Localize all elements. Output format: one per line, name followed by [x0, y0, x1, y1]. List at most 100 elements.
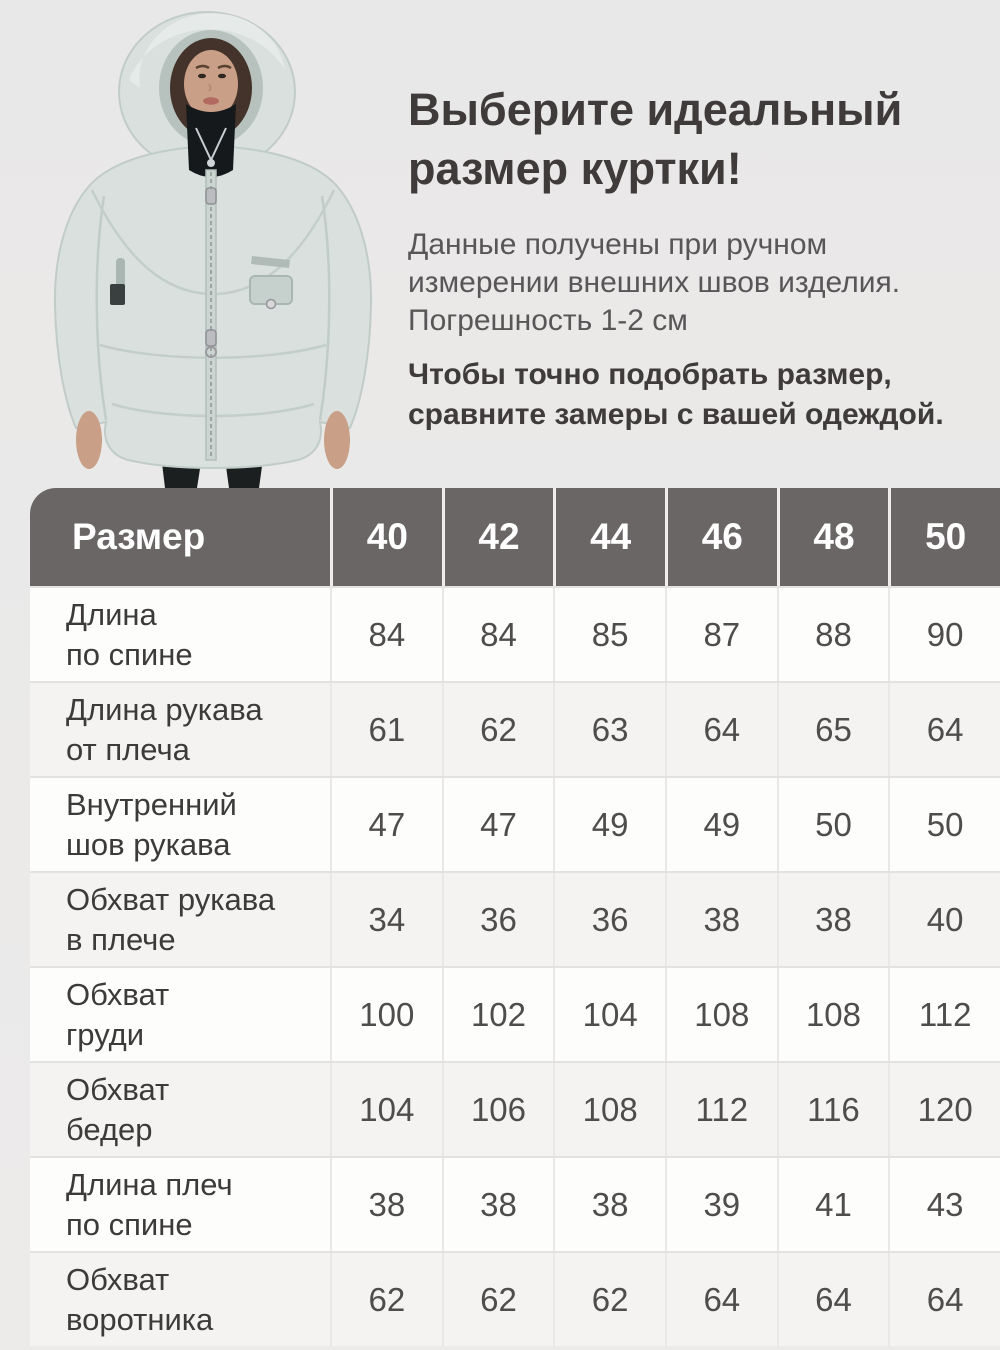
necklace-pendant: [207, 159, 215, 167]
table-row-sleeve-girth: Обхват рукава в плече 34 36 36 38 38 40: [30, 871, 1000, 966]
size-value-cell: 43: [888, 1158, 1000, 1251]
size-value-cell: 50: [888, 778, 1000, 871]
size-value-cell: 108: [776, 968, 889, 1061]
page-subtitle: Данные получены при ручном измерении вне…: [408, 226, 993, 340]
size-value-cell: 64: [776, 1253, 889, 1346]
table-row-collar-girth: Обхват воротника 62 62 62 64 64 64: [30, 1251, 1000, 1346]
table-row-chest-girth: Обхват груди 100 102 104 108 108 112: [30, 966, 1000, 1061]
size-value-cell: 108: [553, 1063, 665, 1156]
row-label: Длина рукава от плеча: [66, 691, 263, 767]
pocket-button: [265, 298, 277, 310]
table-header-row: Размер 40 42 44 46 48 50: [30, 488, 1000, 586]
table-row-hip-girth: Обхват бедер 104 106 108 112 116 120: [30, 1061, 1000, 1156]
header-size-44: 44: [553, 488, 665, 586]
size-value-cell: 84: [441, 588, 554, 681]
size-value-cell: 102: [441, 968, 554, 1061]
size-value-cell: 104: [553, 968, 665, 1061]
header-size-46: 46: [664, 488, 777, 586]
row-label: Обхват груди: [66, 976, 170, 1052]
model-brow-right: [217, 64, 232, 70]
size-value-cell: 90: [888, 588, 1000, 681]
page-subtitle-line: Данные получены при ручном: [408, 228, 828, 261]
size-value-cell: 104: [330, 1063, 442, 1156]
fit-note-line: сравните замеры с вашей одеждой.: [408, 398, 944, 431]
size-value-cell: 36: [553, 873, 665, 966]
table-row-shoulder-length: Длина плеч по спине 38 38 38 39 41 43: [30, 1156, 1000, 1251]
sleeve-seam-right: [318, 195, 331, 421]
size-value-cell: 106: [441, 1063, 554, 1156]
size-value-cell: 62: [441, 683, 554, 776]
size-value-cell: 62: [441, 1253, 554, 1346]
size-value-cell: 84: [330, 588, 442, 681]
size-value-cell: 47: [441, 778, 554, 871]
size-value-cell: 41: [776, 1158, 889, 1251]
row-label: Длина плеч по спине: [66, 1166, 233, 1242]
model-lips: [203, 97, 219, 105]
pocket-tag: [110, 284, 125, 305]
size-table: Размер 40 42 44 46 48 50 Длина по спине …: [30, 488, 1000, 1346]
size-value-cell: 108: [664, 968, 777, 1061]
page-title-line: Выберите идеальный: [408, 84, 903, 135]
model-eye-left: [198, 73, 206, 79]
size-value-cell: 112: [888, 968, 1000, 1061]
size-value-cell: 64: [664, 1253, 777, 1346]
zipper-pull-bottom: [205, 329, 217, 347]
size-value-cell: 38: [553, 1158, 665, 1251]
table-row-back-length: Длина по спине 84 84 85 87 88 90: [30, 586, 1000, 681]
size-value-cell: 62: [330, 1253, 442, 1346]
size-value-cell: 120: [888, 1063, 1000, 1156]
row-label: Обхват воротника: [66, 1261, 214, 1337]
header-size-40: 40: [330, 488, 442, 586]
model-hand-left: [76, 411, 102, 469]
model-photo: [0, 0, 400, 488]
size-value-cell: 40: [888, 873, 1000, 966]
size-value-cell: 112: [664, 1063, 777, 1156]
pocket-zip-detail: [251, 256, 290, 268]
row-label: Обхват рукава в плече: [66, 881, 276, 957]
row-label: Длина по спине: [66, 596, 193, 672]
model-eye-right: [218, 73, 226, 79]
row-label: Внутренний шов рукава: [66, 786, 237, 862]
zipper-pull-top: [205, 187, 217, 205]
size-value-cell: 38: [441, 1158, 554, 1251]
size-value-cell: 39: [664, 1158, 777, 1251]
quilt-seam-chest-right: [216, 189, 336, 296]
table-row-sleeve-from-shoulder: Длина рукава от плеча 61 62 63 64 65 64: [30, 681, 1000, 776]
page-subtitle-line: измерении внешних швов изделия.: [408, 266, 901, 299]
size-value-cell: 65: [776, 683, 889, 776]
size-value-cell: 87: [664, 588, 777, 681]
fit-note: Чтобы точно подобрать размер, сравните з…: [408, 355, 993, 435]
size-value-cell: 49: [664, 778, 777, 871]
header-size-48: 48: [776, 488, 889, 586]
model-brow-left: [195, 64, 210, 70]
size-value-cell: 100: [330, 968, 442, 1061]
model-nose: [208, 83, 212, 92]
size-value-cell: 38: [330, 1158, 442, 1251]
header-size-50: 50: [888, 488, 1000, 586]
header-size-42: 42: [441, 488, 554, 586]
size-value-cell: 62: [553, 1253, 665, 1346]
page-subtitle-line: Погрешность 1-2 см: [408, 304, 688, 337]
size-value-cell: 38: [664, 873, 777, 966]
model-hand-right: [324, 411, 350, 469]
quilt-seam-chest-left: [90, 189, 210, 296]
size-value-cell: 34: [330, 873, 442, 966]
size-value-cell: 116: [776, 1063, 889, 1156]
table-row-inner-sleeve-seam: Внутренний шов рукава 47 47 49 49 50 50: [30, 776, 1000, 871]
size-value-cell: 36: [441, 873, 554, 966]
header-size-label: Размер: [72, 516, 206, 557]
hero-text-block: Выберите идеальный размер куртки! Данные…: [408, 80, 993, 435]
page-title: Выберите идеальный размер куртки!: [408, 80, 993, 198]
jacket-model-illustration: [53, 11, 373, 488]
fit-note-line: Чтобы точно подобрать размер,: [408, 358, 892, 391]
size-value-cell: 49: [553, 778, 665, 871]
size-value-cell: 61: [330, 683, 442, 776]
hood-highlight: [129, 13, 285, 89]
size-value-cell: 50: [776, 778, 889, 871]
turtleneck: [186, 104, 236, 177]
zipper-ring: [205, 346, 217, 358]
size-value-cell: 47: [330, 778, 442, 871]
row-label: Обхват бедер: [66, 1071, 170, 1147]
page-title-line: размер куртки!: [408, 143, 742, 194]
